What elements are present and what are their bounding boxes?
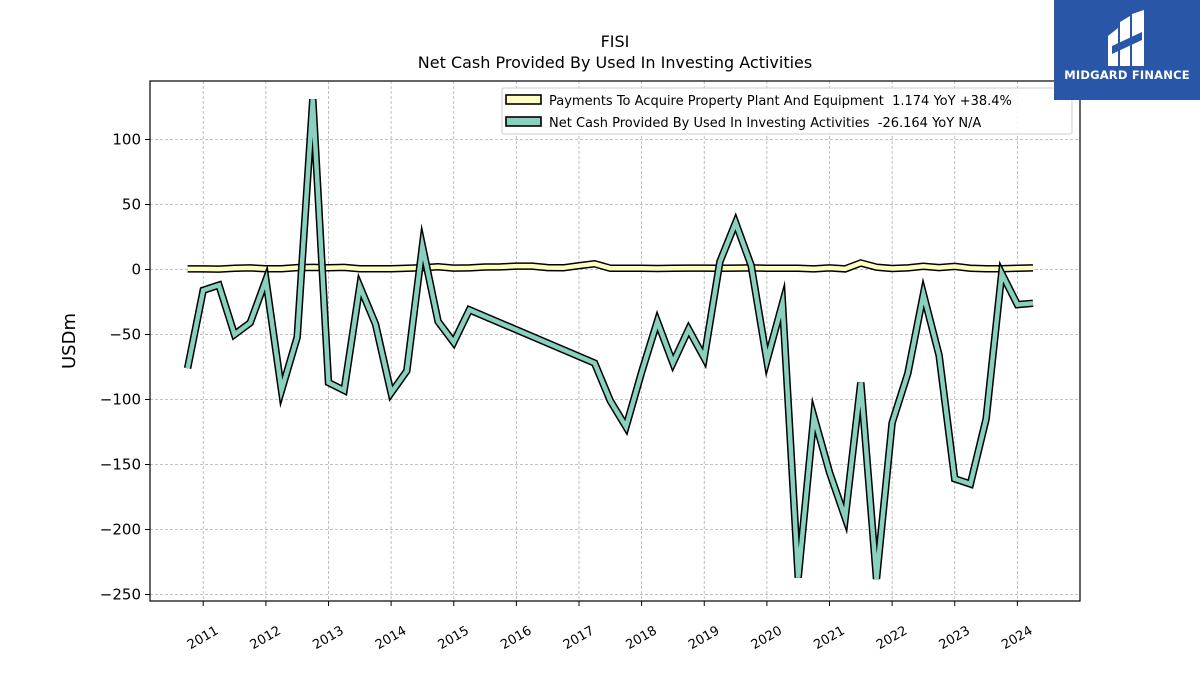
legend-box — [501, 87, 1073, 135]
y-tick-label: −250 — [100, 586, 141, 604]
chart-subtitle: Net Cash Provided By Used In Investing A… — [418, 53, 812, 72]
x-tick-label: 2014 — [373, 623, 409, 653]
x-tick-label: 2022 — [874, 623, 910, 653]
midgard-logo-icon — [1108, 10, 1144, 66]
series-layer — [183, 98, 1034, 580]
capex-series-line — [187, 260, 1034, 272]
x-tick-label: 2011 — [185, 623, 221, 653]
y-tick-label: −150 — [100, 456, 141, 474]
y-tick-label: −100 — [100, 391, 141, 409]
x-axis: 2011 2012 2013 2014 2015 2016 2017 2018 2019 2020… — [185, 601, 1035, 653]
x-tick-label: 2017 — [561, 623, 597, 653]
x-tick-label: 2016 — [498, 623, 534, 653]
investing-series-line-outline — [183, 98, 1034, 580]
x-tick-label: 2012 — [248, 623, 284, 653]
x-tick-label: 2015 — [436, 623, 472, 653]
legend-swatch-investing — [505, 116, 542, 127]
investing-series-line — [185, 99, 1034, 580]
plot-area — [149, 80, 1081, 602]
y-axis-label: USDm — [59, 313, 80, 369]
logo-text: MIDGARD FINANCE — [1064, 68, 1190, 82]
legend-label-investing: Net Cash Provided By Used In Investing A… — [549, 116, 981, 131]
legend-swatch-capex — [505, 94, 542, 105]
legend-label-capex: Payments To Acquire Property Plant And E… — [549, 94, 1012, 109]
gridlines — [150, 81, 1080, 601]
brand-logo: MIDGARD FINANCE — [1054, 0, 1200, 100]
x-tick-label: 2013 — [310, 623, 346, 653]
x-tick-label: 2018 — [623, 623, 659, 653]
x-tick-label: 2023 — [937, 623, 973, 653]
y-tick-label: −50 — [109, 326, 141, 344]
y-axis: 100 50 0 −50 −100 −150 −200 −250 — [100, 131, 150, 604]
y-tick-label: 100 — [112, 131, 141, 149]
y-tick-label: 0 — [131, 261, 141, 279]
x-tick-label: 2021 — [811, 623, 847, 653]
x-tick-label: 2020 — [749, 623, 785, 653]
chart-title: FISI — [601, 32, 630, 51]
legend: Payments To Acquire Property Plant And E… — [501, 87, 1073, 135]
y-tick-label: −200 — [100, 521, 141, 539]
y-tick-label: 50 — [122, 196, 141, 214]
x-tick-label: 2019 — [686, 623, 722, 653]
x-tick-label: 2024 — [999, 623, 1035, 653]
